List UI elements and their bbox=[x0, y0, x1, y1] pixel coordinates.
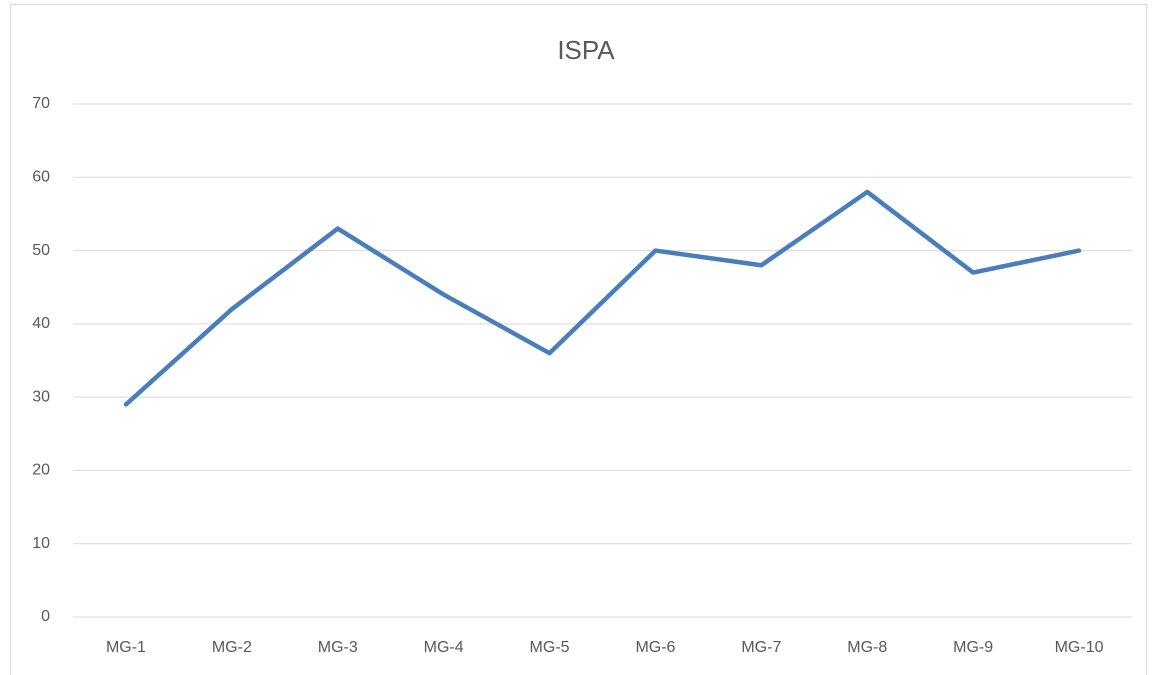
x-tick-label: MG-4 bbox=[424, 639, 464, 656]
x-tick-label: MG-7 bbox=[741, 639, 781, 656]
y-tick-label: 50 bbox=[32, 242, 50, 259]
y-tick-label: 0 bbox=[41, 608, 50, 625]
y-tick-label: 10 bbox=[32, 535, 50, 552]
x-tick-label: MG-10 bbox=[1055, 639, 1104, 656]
x-tick-label: MG-5 bbox=[530, 639, 570, 656]
y-tick-label: 40 bbox=[32, 315, 50, 332]
chart-border bbox=[10, 4, 1147, 675]
x-tick-label: MG-9 bbox=[953, 639, 993, 656]
x-tick-label: MG-3 bbox=[318, 639, 358, 656]
y-tick-label: 20 bbox=[32, 462, 50, 479]
chart-title: ISPA bbox=[557, 35, 615, 65]
x-tick-label: MG-8 bbox=[847, 639, 887, 656]
y-tick-label: 70 bbox=[32, 95, 50, 112]
x-tick-label: MG-1 bbox=[106, 639, 146, 656]
x-tick-label: MG-2 bbox=[212, 639, 252, 656]
line bbox=[123, 189, 1082, 407]
y-tick-label: 30 bbox=[32, 388, 50, 405]
x-tick-label: MG-6 bbox=[635, 639, 675, 656]
y-tick-label: 60 bbox=[32, 169, 50, 186]
